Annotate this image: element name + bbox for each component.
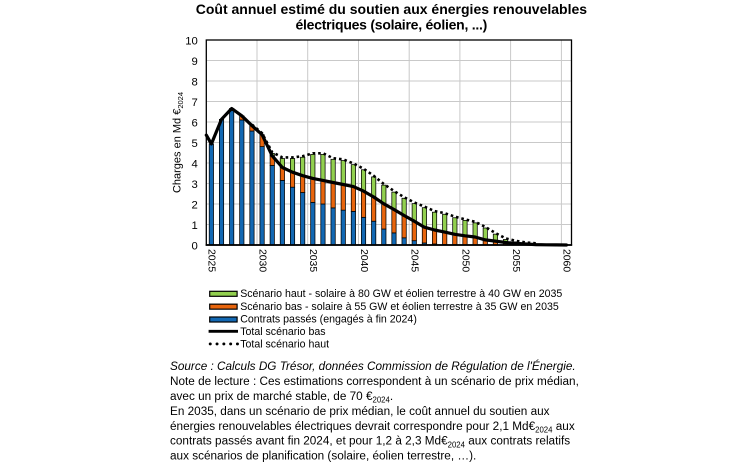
svg-text:2025: 2025	[206, 249, 217, 272]
svg-text:Source : Calculs DG Trésor, do: Source : Calculs DG Trésor, données Comm…	[170, 360, 576, 373]
svg-text:4: 4	[192, 159, 198, 171]
svg-text:0: 0	[192, 241, 198, 253]
svg-text:Total scénario haut: Total scénario haut	[240, 339, 329, 351]
svg-text:3: 3	[192, 179, 198, 191]
svg-text:aux scénarios de planification: aux scénarios de planification (solaire,…	[170, 450, 476, 462]
svg-text:5: 5	[192, 138, 198, 150]
svg-text:Scénario bas - solaire à 55 GW: Scénario bas - solaire à 55 GW et éolien…	[240, 301, 559, 313]
svg-text:2040: 2040	[358, 249, 369, 272]
svg-text:2035: 2035	[307, 249, 318, 272]
svg-text:2045: 2045	[409, 249, 420, 272]
svg-text:Scénario haut - solaire à 80 G: Scénario haut - solaire à 80 GW et éolie…	[240, 288, 562, 300]
svg-text:En 2035, dans un scénario de p: En 2035, dans un scénario de prix médian…	[170, 405, 550, 418]
svg-text:contrats passés avant fin 2024: contrats passés avant fin 2024, et pour …	[170, 435, 570, 450]
svg-text:électriques (solaire, éolien,: électriques (solaire, éolien, ...)	[296, 16, 488, 32]
svg-text:7: 7	[192, 97, 198, 109]
svg-text:2: 2	[192, 200, 198, 212]
svg-text:8: 8	[192, 77, 198, 89]
svg-text:2060: 2060	[561, 249, 572, 272]
svg-text:Note de lecture : Ces estimati: Note de lecture : Ces estimations corres…	[170, 375, 579, 388]
svg-text:Contrats passés (engagés à fin: Contrats passés (engagés à fin 2024)	[240, 314, 417, 326]
svg-text:2055: 2055	[510, 249, 521, 272]
svg-text:1: 1	[192, 220, 198, 232]
svg-text:avec un prix de marché stable,: avec un prix de marché stable, de 70 €20…	[170, 390, 393, 405]
svg-text:Charges en Md €2024: Charges en Md €2024	[172, 92, 185, 193]
svg-text:Coût annuel estimé du soutien: Coût annuel estimé du soutien aux énergi…	[196, 1, 588, 17]
svg-text:2050: 2050	[459, 249, 470, 272]
svg-text:6: 6	[192, 118, 198, 130]
svg-text:énergies renouvelables électri: énergies renouvelables électriques devra…	[170, 420, 575, 435]
svg-text:2030: 2030	[256, 249, 267, 272]
svg-text:Total scénario bas: Total scénario bas	[240, 326, 325, 338]
svg-text:9: 9	[192, 56, 198, 68]
svg-text:10: 10	[185, 36, 198, 48]
